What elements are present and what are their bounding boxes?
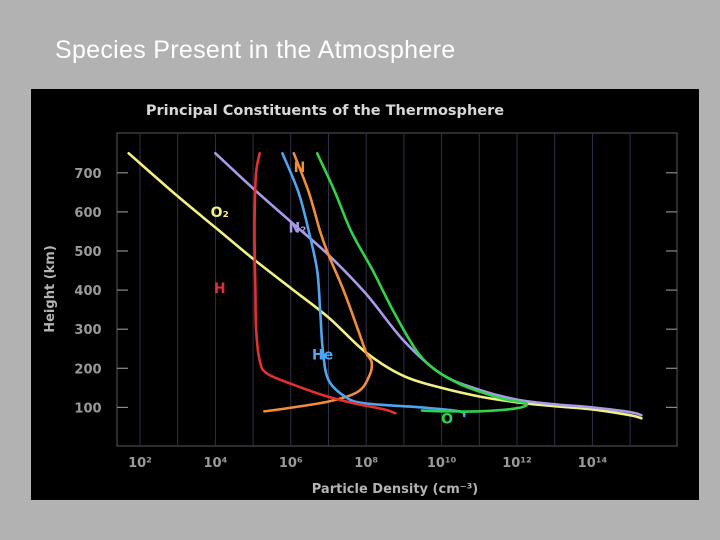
series-line-he (281, 152, 466, 418)
series-line-o (127, 152, 643, 420)
series-layer (127, 152, 643, 420)
plot-frame (116, 132, 678, 447)
y-tick-label: 600 (74, 206, 101, 221)
x-tick-label: 10⁸ (354, 456, 378, 471)
y-tick-label: 100 (74, 401, 101, 416)
slide-title: Species Present in the Atmosphere (55, 36, 456, 64)
x-tick-label: 10¹⁴ (578, 456, 608, 471)
series-label-o: O₂ (211, 205, 229, 221)
chart-svg: Principal Constituents of the Thermosphe… (43, 103, 678, 497)
x-axis-label: Particle Density (cm⁻³) (312, 482, 479, 497)
y-tick-label: 300 (74, 323, 101, 338)
series-label-n: N₂ (289, 221, 307, 237)
y-tick-label: 700 (74, 167, 101, 182)
tick-layer: 10² 10⁴ 10⁶ 10⁸ 10¹⁰ 10¹² 10¹⁴ 100 200 300 400 500 6… (74, 167, 677, 471)
y-tick-label: 200 (74, 362, 101, 377)
x-tick-label: 10¹² (502, 456, 531, 471)
series-label-he: He (312, 348, 333, 364)
label-layer: O₂ N₂ N He O H (211, 160, 453, 427)
x-tick-label: 10¹⁰ (427, 456, 457, 471)
x-tick-label: 10⁶ (279, 456, 303, 471)
series-line-n (214, 152, 643, 417)
series-line-n (263, 152, 374, 413)
y-axis-label: Height (km) (43, 245, 58, 333)
series-label-n: N (294, 160, 306, 176)
series-label-h: H (214, 281, 226, 297)
chart-title: Principal Constituents of the Thermosphe… (146, 103, 504, 119)
x-tick-label: 10⁴ (204, 456, 228, 471)
series-label-o: O (441, 411, 453, 427)
y-tick-label: 500 (74, 245, 101, 260)
series-line-o (315, 152, 529, 413)
y-tick-label: 400 (74, 284, 101, 299)
chart-panel: Principal Constituents of the Thermosphe… (31, 89, 699, 500)
x-tick-label: 10² (128, 456, 152, 471)
series-line-h (253, 152, 397, 415)
